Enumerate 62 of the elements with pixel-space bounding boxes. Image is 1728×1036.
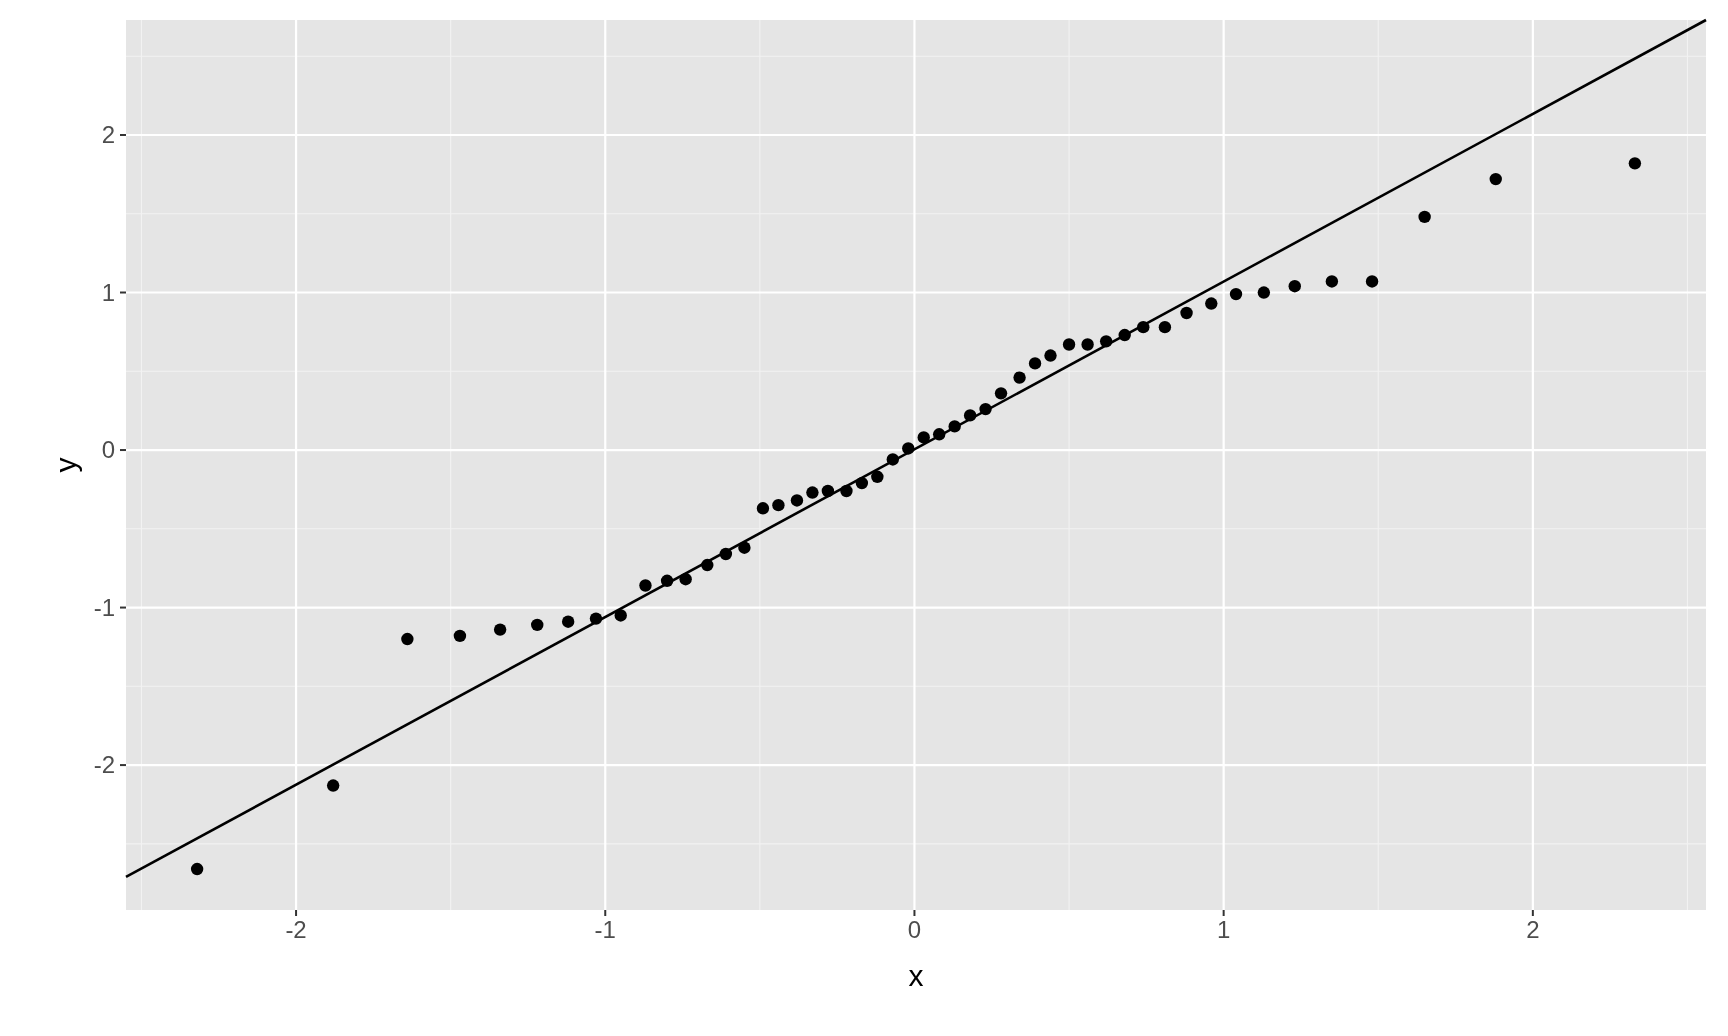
point: [1325, 275, 1339, 288]
point: [1137, 320, 1150, 334]
point: [660, 574, 674, 587]
point: [1158, 320, 1172, 334]
point: [401, 632, 414, 646]
point: [979, 402, 992, 416]
point: [738, 541, 751, 554]
point: [772, 498, 785, 512]
point: [1205, 297, 1218, 310]
point: [902, 442, 915, 455]
point: [614, 609, 627, 622]
point: [190, 862, 204, 876]
point: [917, 431, 930, 444]
x-tick-label: 0: [907, 916, 922, 943]
point: [493, 623, 507, 636]
x-axis-title: x: [908, 959, 924, 992]
y-tick-label: 2: [101, 120, 115, 148]
x-tick-label: -2: [285, 916, 307, 943]
point: [1365, 275, 1379, 288]
point: [701, 558, 714, 572]
y-tick-label: -2: [93, 751, 115, 779]
point: [1489, 172, 1502, 186]
point: [1118, 328, 1131, 342]
point: [756, 502, 770, 515]
point: [821, 484, 835, 498]
point: [679, 573, 692, 586]
point: [1081, 338, 1094, 351]
point: [1257, 286, 1271, 299]
point: [1229, 287, 1243, 301]
point: [886, 453, 900, 466]
point: [1099, 335, 1113, 348]
y-axis-title: y: [49, 457, 82, 473]
y-tick-label: -1: [93, 593, 115, 621]
x-tick-label: 1: [1216, 916, 1231, 943]
point: [531, 618, 544, 632]
point: [719, 547, 733, 561]
point: [1028, 357, 1042, 370]
point: [1180, 306, 1193, 320]
point: [790, 494, 804, 507]
y-tick-label: 0: [101, 436, 115, 464]
point: [1044, 349, 1057, 362]
point: [1418, 210, 1431, 224]
point: [932, 428, 946, 441]
point: [840, 484, 853, 498]
point: [1013, 371, 1026, 384]
point: [1628, 157, 1642, 170]
point: [639, 579, 652, 592]
x-tick-label: 2: [1526, 916, 1540, 943]
point: [963, 409, 977, 422]
point: [806, 486, 819, 499]
point: [561, 615, 575, 628]
point: [855, 476, 869, 490]
point: [871, 470, 884, 484]
point: [326, 779, 340, 792]
y-tick-label: 1: [101, 278, 115, 306]
point: [948, 420, 961, 433]
point: [994, 387, 1008, 400]
point: [453, 629, 467, 643]
point: [589, 612, 603, 625]
point: [1288, 280, 1301, 293]
x-tick-label: -1: [594, 916, 616, 943]
point: [1062, 338, 1076, 351]
